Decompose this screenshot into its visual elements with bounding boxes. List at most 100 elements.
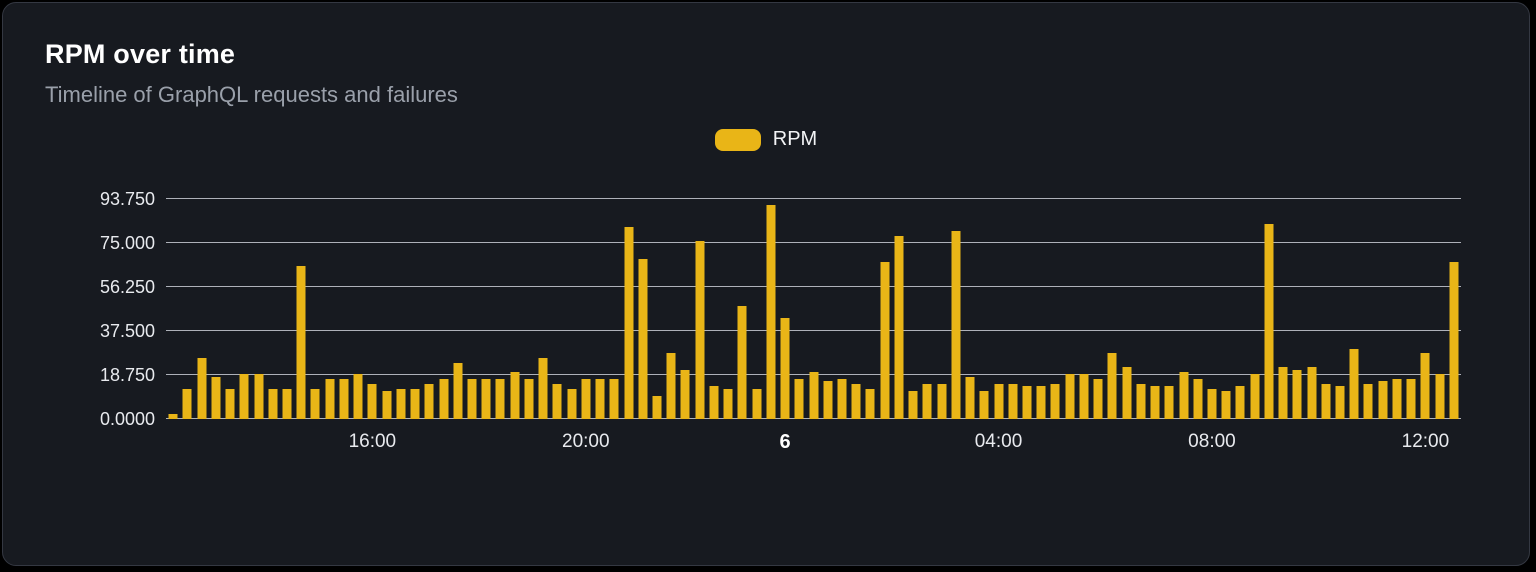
rpm-bar[interactable]	[922, 383, 932, 419]
legend-swatch-rpm[interactable]	[714, 128, 761, 151]
rpm-bar[interactable]	[1378, 381, 1388, 419]
rpm-bar[interactable]	[453, 362, 463, 419]
rpm-bar[interactable]	[1392, 379, 1402, 419]
rpm-bar[interactable]	[908, 390, 918, 419]
rpm-bar[interactable]	[510, 372, 520, 419]
rpm-bar[interactable]	[809, 372, 818, 419]
rpm-bar[interactable]	[424, 383, 434, 419]
rpm-bar[interactable]	[581, 379, 591, 419]
rpm-bar[interactable]	[481, 379, 491, 419]
rpm-bar[interactable]	[1250, 374, 1260, 419]
rpm-bar[interactable]	[1093, 379, 1103, 419]
rpm-bar[interactable]	[1278, 367, 1288, 419]
rpm-bar[interactable]	[396, 388, 406, 419]
rpm-bar[interactable]	[851, 383, 861, 419]
rpm-bar[interactable]	[595, 379, 605, 419]
rpm-bar[interactable]	[225, 388, 235, 419]
rpm-bar[interactable]	[979, 390, 989, 419]
rpm-bar[interactable]	[1449, 261, 1459, 419]
rpm-bar[interactable]	[268, 388, 278, 419]
rpm-bar[interactable]	[1008, 383, 1018, 419]
rpm-bar[interactable]	[1264, 224, 1274, 419]
rpm-bar[interactable]	[524, 379, 534, 419]
gridline	[166, 198, 1461, 199]
rpm-bar[interactable]	[723, 388, 733, 419]
rpm-bar[interactable]	[894, 235, 904, 419]
rpm-bar[interactable]	[1406, 379, 1416, 419]
rpm-bar[interactable]	[254, 374, 263, 419]
rpm-bar[interactable]	[666, 353, 676, 419]
rpm-bar[interactable]	[495, 379, 505, 419]
rpm-bar[interactable]	[652, 395, 662, 419]
rpm-bar[interactable]	[1420, 353, 1430, 419]
rpm-bar[interactable]	[837, 379, 847, 419]
rpm-bar[interactable]	[994, 383, 1003, 419]
rpm-bar[interactable]	[1164, 386, 1174, 419]
rpm-bar[interactable]	[823, 381, 833, 419]
rpm-bar[interactable]	[1150, 386, 1160, 419]
rpm-bar[interactable]	[1036, 386, 1046, 419]
rpm-bar[interactable]	[1349, 348, 1359, 419]
rpm-bar[interactable]	[467, 379, 477, 419]
rpm-bar[interactable]	[609, 379, 619, 419]
rpm-bar[interactable]	[794, 379, 804, 419]
rpm-bar[interactable]	[439, 379, 448, 419]
rpm-bar[interactable]	[680, 369, 690, 419]
rpm-bar[interactable]	[197, 358, 207, 419]
rpm-bar[interactable]	[1292, 369, 1302, 419]
rpm-bar[interactable]	[766, 205, 776, 419]
rpm-bar[interactable]	[339, 379, 349, 419]
rpm-bar[interactable]	[1193, 379, 1203, 419]
rpm-bar[interactable]	[880, 261, 890, 419]
rpm-bar[interactable]	[367, 383, 377, 419]
rpm-bar[interactable]	[182, 388, 192, 419]
legend-label-rpm[interactable]: RPM	[772, 128, 818, 150]
rpm-bar[interactable]	[552, 383, 562, 419]
rpm-bar[interactable]	[1179, 372, 1188, 419]
rpm-bar[interactable]	[353, 374, 363, 419]
rpm-bar[interactable]	[695, 240, 705, 419]
rpm-bar[interactable]	[737, 306, 747, 419]
rpm-bar[interactable]	[638, 259, 648, 419]
rpm-bar[interactable]	[951, 231, 961, 419]
rpm-bar[interactable]	[1122, 367, 1132, 419]
rpm-bar[interactable]	[325, 379, 335, 419]
rpm-bar[interactable]	[282, 388, 292, 419]
rpm-bar-chart: 0.0000 18.750 37.500 56.250 75.000 93.750 16:…	[3, 189, 1529, 479]
rpm-bar[interactable]	[709, 386, 719, 419]
rpm-bar[interactable]	[865, 388, 875, 419]
rpm-bar[interactable]	[1307, 367, 1317, 419]
x-tick-label: 12:00	[1401, 431, 1450, 452]
rpm-bar[interactable]	[1363, 383, 1373, 419]
rpm-bar[interactable]	[624, 226, 633, 419]
rpm-bar[interactable]	[567, 388, 577, 419]
rpm-bar[interactable]	[1221, 390, 1231, 419]
rpm-bar[interactable]	[1065, 374, 1075, 419]
rpm-bar[interactable]	[752, 388, 762, 419]
rpm-bar[interactable]	[1136, 383, 1146, 419]
rpm-bar[interactable]	[410, 388, 420, 419]
rpm-bar[interactable]	[1321, 383, 1331, 419]
rpm-bar[interactable]	[965, 376, 975, 419]
rpm-bar[interactable]	[239, 374, 249, 419]
rpm-bar[interactable]	[382, 390, 392, 419]
rpm-bar[interactable]	[1050, 383, 1060, 419]
rpm-bar[interactable]	[168, 414, 178, 419]
rpm-bar[interactable]	[211, 376, 221, 419]
legend: RPM	[714, 128, 818, 151]
rpm-bar[interactable]	[310, 388, 320, 419]
rpm-bar[interactable]	[780, 318, 790, 419]
rpm-bar[interactable]	[1435, 374, 1445, 419]
rpm-bar[interactable]	[1022, 386, 1032, 419]
rpm-bar[interactable]	[1107, 353, 1117, 419]
rpm-bar[interactable]	[1235, 386, 1245, 419]
rpm-bar[interactable]	[937, 383, 947, 419]
y-axis: 0.0000 18.750 37.500 56.250 75.000 93.750	[3, 189, 155, 429]
rpm-bar[interactable]	[1079, 374, 1089, 419]
rpm-bar[interactable]	[296, 266, 306, 419]
x-axis: 16:00 20:00 6 04:00 08:00 12:00	[166, 431, 1461, 465]
rpm-bar[interactable]	[1335, 386, 1345, 419]
rpm-bar[interactable]	[538, 358, 548, 419]
rpm-bar[interactable]	[1207, 388, 1217, 419]
